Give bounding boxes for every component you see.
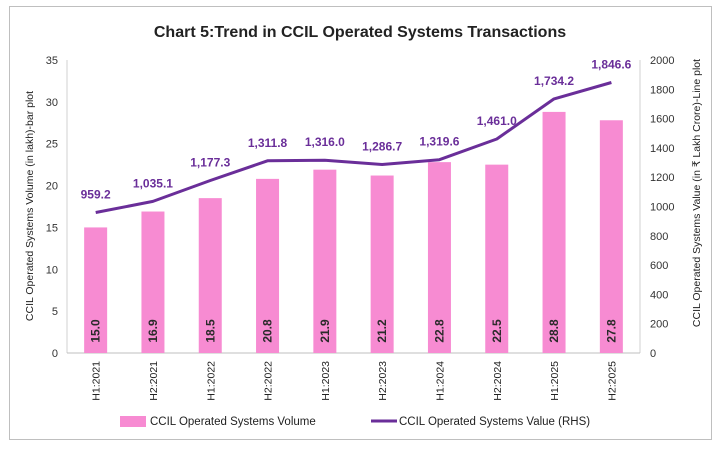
bar-value-label: 16.9 [146, 319, 160, 343]
legend-label-value: CCIL Operated Systems Value (RHS) [399, 416, 590, 428]
line-value-label: 1,734.2 [534, 74, 574, 88]
y2-tick-label: 0 [650, 348, 656, 360]
bar [370, 175, 394, 353]
bar [599, 120, 623, 353]
category-label: H2:2025 [606, 361, 618, 401]
bar [427, 162, 451, 353]
y-tick-label: 15 [46, 222, 58, 234]
y2-tick-label: 2000 [650, 55, 674, 67]
bar [198, 198, 222, 353]
bar-value-label: 22.5 [490, 319, 504, 343]
bar [141, 211, 165, 353]
bar-value-label: 27.8 [604, 319, 618, 343]
category-label: H1:2022 [205, 361, 217, 401]
line-value-label: 1,461.0 [477, 114, 517, 128]
bar [542, 111, 566, 353]
bar-value-label: 21.2 [375, 319, 389, 343]
category-label: H2:2023 [377, 361, 389, 401]
line-value-label: 1,846.6 [591, 57, 631, 71]
y2-axis-title: CCIL Operated Systems Value (in ₹ Lakh C… [691, 59, 703, 327]
y2-tick-label: 200 [650, 319, 668, 331]
value-line [95, 81, 612, 214]
line-value-label: 959.2 [81, 187, 111, 201]
bar [313, 169, 337, 353]
line-value-label: 1,035.1 [133, 176, 173, 190]
bar-value-label: 28.8 [547, 319, 561, 343]
chart-frame [9, 6, 712, 440]
y-axis-title: CCIL Operated Systems Volume (in lakh)-b… [24, 91, 36, 321]
y-tick-label: 0 [52, 348, 58, 360]
bar [485, 164, 509, 353]
bar-value-label: 18.5 [203, 319, 217, 343]
y2-tick-label: 1000 [650, 202, 674, 214]
y-tick-label: 35 [46, 55, 58, 67]
category-label: H2:2022 [263, 361, 275, 401]
category-label: H1:2024 [434, 361, 446, 401]
bar-value-label: 21.9 [318, 319, 332, 343]
y2-tick-label: 1400 [650, 143, 674, 155]
line-value-label: 1,319.6 [419, 135, 459, 149]
legend-swatch-volume [120, 416, 146, 427]
y2-tick-label: 400 [650, 289, 668, 301]
left-tick-labels: 0 5 10 15 20 25 30 35 [46, 55, 58, 360]
legend: CCIL Operated Systems Volume CCIL Operat… [120, 416, 590, 428]
y2-tick-label: 1800 [650, 84, 674, 96]
legend-label-volume: CCIL Operated Systems Volume [150, 416, 316, 428]
bar [84, 227, 108, 353]
y-tick-label: 30 [46, 97, 58, 109]
line-value-label: 1,177.3 [190, 156, 230, 170]
line-value-label: 1,316.0 [305, 135, 345, 149]
bar [256, 178, 280, 353]
category-label: H1:2025 [549, 361, 561, 401]
y-tick-label: 10 [46, 264, 58, 276]
bar-data-labels: 15.0 16.9 18.5 20.8 21.9 21.2 22.8 22.5 28.8 27.8 [89, 319, 619, 343]
category-label: H1:2023 [320, 361, 332, 401]
chart-title: Chart 5:Trend in CCIL Operated Systems T… [154, 24, 566, 41]
bar-value-label: 15.0 [89, 319, 103, 343]
right-tick-labels: 0 200 400 600 800 1000 1200 1400 1600 1800 2000 [650, 55, 674, 360]
y-tick-label: 20 [46, 181, 58, 193]
bar-series [84, 111, 623, 353]
bar-value-label: 22.8 [432, 319, 446, 343]
category-label: H1:2021 [91, 361, 103, 401]
y-tick-label: 5 [52, 306, 58, 318]
line-value-label: 1,311.8 [248, 136, 288, 150]
category-labels: H1:2021 H2:2021 H1:2022 H2:2022 H1:2023 H2:20… [91, 361, 619, 401]
y2-tick-label: 600 [650, 260, 668, 272]
category-label: H2:2021 [148, 361, 160, 401]
y2-tick-label: 1600 [650, 114, 674, 126]
y2-tick-label: 800 [650, 231, 668, 243]
line-value-label: 1,286.7 [362, 139, 402, 153]
y2-tick-label: 1200 [650, 172, 674, 184]
bar-value-label: 20.8 [261, 319, 275, 343]
line-series [95, 81, 612, 214]
y-tick-label: 25 [46, 139, 58, 151]
category-label: H2:2024 [492, 361, 504, 401]
line-data-labels: 959.2 1,035.1 1,177.3 1,311.8 1,316.0 1,286.7… [81, 57, 632, 201]
